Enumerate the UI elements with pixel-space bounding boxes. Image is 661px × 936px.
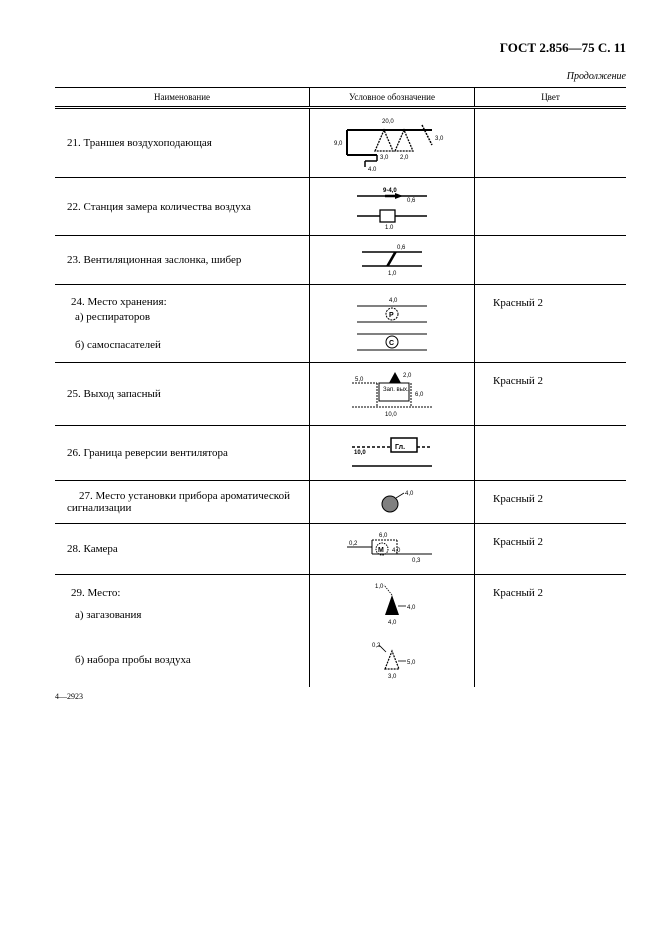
symbol-25: Зап. вых. 5,0 2,0 6,0 10,0 — [310, 363, 475, 426]
svg-text:0,6: 0,6 — [397, 245, 406, 251]
svg-text:4,0: 4,0 — [388, 620, 397, 626]
svg-text:4,0: 4,0 — [405, 491, 414, 497]
row-name: 26. Граница реверсии вентилятора — [55, 426, 310, 481]
row-color: Красный 2 — [475, 481, 627, 524]
continuation-label: Продолжение — [55, 71, 626, 82]
svg-text:2,0: 2,0 — [403, 373, 412, 379]
svg-text:4,0: 4,0 — [389, 298, 398, 304]
symbol-26: Гл. 10,0 — [310, 426, 475, 481]
th-name: Наименование — [55, 88, 310, 108]
svg-text:4,0: 4,0 — [392, 548, 401, 554]
th-color: Цвет — [475, 88, 627, 108]
row-sub-a: а) респираторов — [75, 311, 303, 323]
svg-text:20,0: 20,0 — [382, 119, 394, 125]
symbol-28: М 0,2 6,0 4,0 0,3 — [310, 524, 475, 575]
symbol-23: 0,6 1,0 — [310, 236, 475, 285]
svg-text:C: C — [389, 340, 394, 347]
svg-text:5,0: 5,0 — [355, 377, 364, 383]
svg-text:М: М — [378, 547, 384, 554]
table-row: б) набора пробы воздуха 0,2 5,0 3,0 — [55, 633, 626, 687]
svg-text:3,0: 3,0 — [435, 136, 444, 142]
symbol-29b: 0,2 5,0 3,0 — [310, 633, 475, 687]
symbol-21: 9,0 20,0 3,0 3,0 2,0 4,0 — [310, 108, 475, 178]
svg-text:4,0: 4,0 — [368, 167, 377, 171]
svg-text:9-4,0: 9-4,0 — [383, 188, 397, 194]
svg-text:0,2: 0,2 — [372, 643, 381, 649]
row-name: 23. Вентиляционная заслонка, шибер — [55, 236, 310, 285]
symbol-22: 9-4,0 0,6 1,0 — [310, 178, 475, 236]
table-row: 23. Вентиляционная заслонка, шибер 0,6 1… — [55, 236, 626, 285]
row-name: 27. Место установки прибора ароматическо… — [55, 481, 310, 524]
row-sub-a: а) загазования — [75, 609, 303, 621]
symbols-table: Наименование Условное обозначение Цвет 2… — [55, 87, 626, 687]
table-row: 27. Место установки прибора ароматическо… — [55, 481, 626, 524]
table-row: 26. Граница реверсии вентилятора Гл. 10,… — [55, 426, 626, 481]
svg-text:9,0: 9,0 — [334, 141, 343, 147]
row-name: 22. Станция замера количества воздуха — [55, 178, 310, 236]
svg-text:1,0: 1,0 — [388, 271, 397, 277]
row-sub-b: б) набора пробы воздуха — [75, 654, 303, 666]
symbol-29a: 1,0 4,0 4,0 — [310, 575, 475, 634]
row-color — [475, 236, 627, 285]
svg-text:6,0: 6,0 — [379, 533, 388, 539]
svg-text:Зап. вых.: Зап. вых. — [383, 387, 409, 393]
svg-text:10,0: 10,0 — [354, 450, 366, 456]
row-color — [475, 108, 627, 178]
table-row: 21. Траншея воздухоподающая 9,0 20,0 — [55, 108, 626, 178]
svg-text:10,0: 10,0 — [385, 412, 397, 418]
svg-text:2,0: 2,0 — [400, 155, 409, 161]
row-sub-b: б) самоспасателей — [75, 339, 303, 351]
row-color: Красный 2 — [475, 363, 627, 426]
svg-text:1,0: 1,0 — [375, 584, 384, 590]
symbol-27: 4,0 — [310, 481, 475, 524]
svg-text:0,2: 0,2 — [349, 541, 358, 547]
table-row: 24. Место хранения: а) респираторов б) с… — [55, 285, 626, 363]
row-color: Красный 2 — [475, 575, 627, 634]
row-color — [475, 178, 627, 236]
svg-text:Гл.: Гл. — [395, 444, 405, 451]
row-color — [475, 426, 627, 481]
row-name: 21. Траншея воздухоподающая — [55, 108, 310, 178]
row-name: 29. Место: — [71, 587, 303, 599]
svg-text:1,0: 1,0 — [385, 225, 394, 229]
row-color: Красный 2 — [475, 524, 627, 575]
svg-text:P: P — [389, 312, 394, 319]
svg-text:6,0: 6,0 — [415, 392, 424, 398]
th-symbol: Условное обозначение — [310, 88, 475, 108]
svg-text:3,0: 3,0 — [380, 155, 389, 161]
svg-text:0,3: 0,3 — [412, 558, 421, 564]
row-name: 24. Место хранения: — [71, 296, 303, 308]
svg-text:0,6: 0,6 — [407, 198, 416, 204]
table-row: 28. Камера М 0,2 6,0 4,0 0,3 — [55, 524, 626, 575]
svg-text:5,0: 5,0 — [407, 660, 416, 666]
svg-text:3,0: 3,0 — [388, 674, 397, 680]
table-row: 22. Станция замера количества воздуха 9-… — [55, 178, 626, 236]
row-name: 28. Камера — [55, 524, 310, 575]
page-header: ГОСТ 2.856—75 С. 11 — [55, 40, 626, 56]
symbol-24: P 4,0 C — [310, 285, 475, 363]
table-row: 25. Выход запасный Зап. вых. 5,0 2,0 6,0… — [55, 363, 626, 426]
row-name: 25. Выход запасный — [55, 363, 310, 426]
row-color: Красный 2 — [475, 285, 627, 363]
svg-text:4,0: 4,0 — [407, 605, 416, 611]
table-row: 29. Место: а) загазования 1,0 4,0 4,0 Кр… — [55, 575, 626, 634]
page-footer: 4—2923 — [55, 692, 626, 701]
